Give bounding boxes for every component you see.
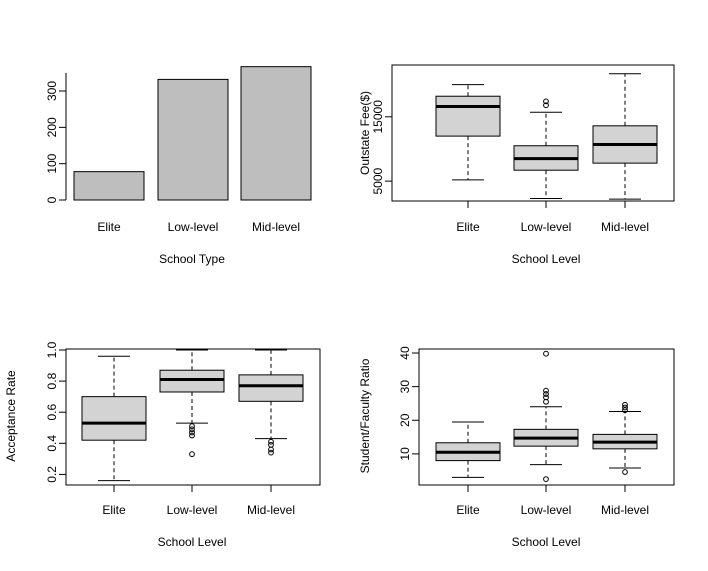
outlier-point [268,446,274,453]
school-type-bar-chart: School Type 0 100 200 300 Elite Low-level Mid-… [45,66,312,266]
outlier-point [189,451,195,458]
outlier-point [622,469,628,475]
outlier-point [543,476,549,482]
outlier-point [189,429,195,436]
box [238,374,304,402]
outlier-point [543,391,549,397]
y-tick-label: 5000 [371,167,385,194]
outlier-point [189,423,195,430]
box [435,95,501,137]
y-tick-label: 20 [398,413,412,427]
outstate-fee-boxplot: School Level Outstate Fee($) 5000 15000 El… [358,64,675,266]
outlier-point [268,449,274,456]
bar [240,66,312,201]
x-axis-label: School Level [158,535,227,549]
acceptance-rate-boxplot: School Level Acceptance Rate 0.2 0.4 0.6 0.… [4,341,321,549]
outlier-point [543,102,549,109]
bar [157,78,229,201]
x-axis-label: School Level [512,252,581,266]
x-tick-label: Mid-level [247,503,295,517]
outlier-point [268,438,274,445]
y-axis-label: Student/Faculty Ratio [358,358,372,473]
box [159,369,225,393]
y-tick-label: 0.6 [45,404,59,421]
x-tick-label: Elite [456,503,480,517]
outlier-point [189,432,195,439]
x-tick-label: Elite [97,220,121,234]
x-tick-label: Low-level [521,503,572,517]
x-tick-label: Low-level [167,503,218,517]
box [81,396,147,441]
y-tick-label: 40 [398,346,412,360]
y-tick-label: 30 [398,380,412,394]
x-tick-label: Mid-level [601,220,649,234]
bar [73,171,145,201]
x-tick-label: Mid-level [252,220,300,234]
y-tick-label: 0 [45,196,59,203]
y-tick-label: 0.2 [45,466,59,483]
outlier-point [543,394,549,401]
x-tick-label: Elite [102,503,126,517]
x-tick-label: Low-level [168,220,219,234]
x-tick-label: Elite [456,220,480,234]
y-tick-label: 0.8 [45,372,59,389]
y-tick-label: 200 [45,117,59,137]
outlier-point [268,441,274,448]
x-axis-label: School Level [512,535,581,549]
y-tick-label: 15000 [371,100,385,134]
x-tick-label: Low-level [521,220,572,234]
outlier-point [622,401,628,408]
y-tick-label: 0.4 [45,435,59,452]
y-axis-label: Acceptance Rate [4,370,18,462]
x-tick-label: Mid-level [601,503,649,517]
outlier-point [543,387,549,394]
student-faculty-ratio-boxplot: School Level Student/Faculty Ratio 10 20 3… [358,346,675,549]
outlier-point [622,407,628,414]
outlier-point [189,426,195,433]
outlier-point [543,98,549,105]
x-axis-label: School Type [159,252,225,266]
y-tick-label: 1.0 [45,341,59,358]
y-tick-label: 300 [45,81,59,101]
y-axis-label: Outstate Fee($) [358,91,372,175]
y-tick-label: 10 [398,447,412,461]
outlier-point [622,404,628,411]
outlier-point [543,350,549,357]
y-tick-label: 100 [45,153,59,173]
